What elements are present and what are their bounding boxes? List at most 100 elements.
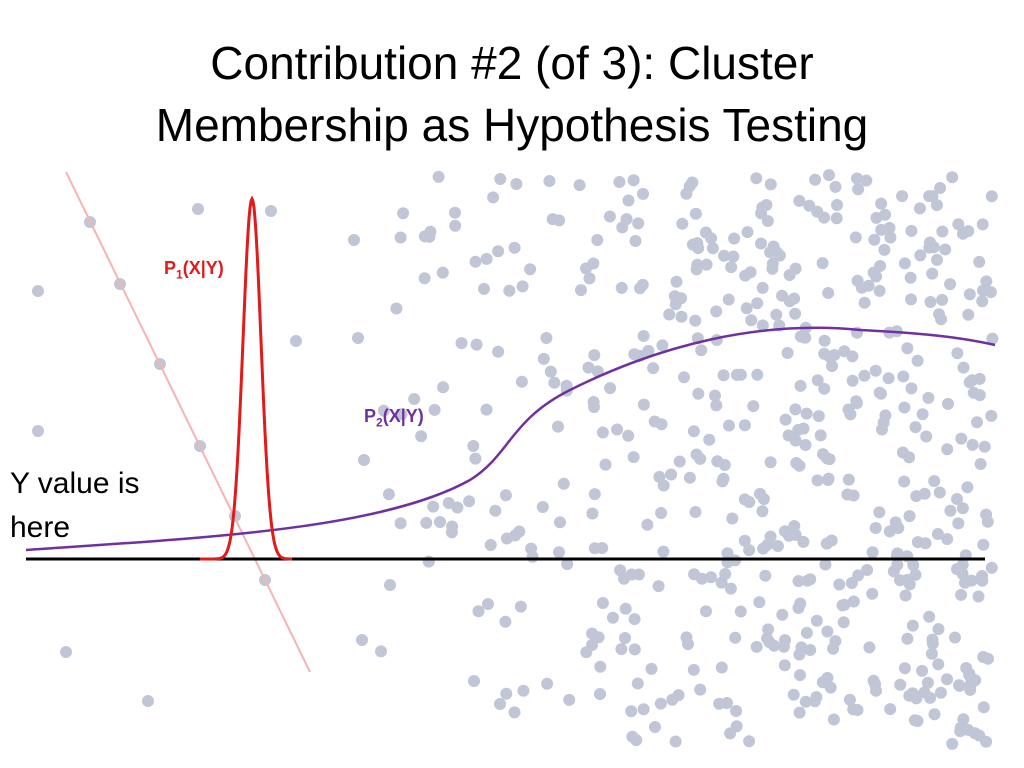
data-point: [851, 172, 863, 185]
data-point: [824, 681, 837, 694]
data-point: [799, 439, 812, 451]
data-point: [489, 504, 502, 517]
data-point: [437, 381, 450, 394]
data-point: [575, 284, 587, 297]
data-point: [394, 517, 407, 530]
data-point: [911, 354, 924, 367]
data-point: [655, 507, 668, 519]
data-point: [962, 308, 975, 321]
data-point: [823, 453, 836, 466]
data-point: [973, 729, 986, 742]
data-point: [384, 579, 396, 591]
data-point: [723, 419, 735, 432]
data-point: [985, 190, 998, 203]
data-point: [787, 688, 800, 701]
data-point: [811, 474, 824, 487]
data-point: [436, 266, 449, 279]
data-point: [923, 610, 936, 623]
data-point: [927, 241, 940, 254]
data-point: [921, 676, 934, 689]
data-point: [883, 221, 896, 234]
data-point: [985, 409, 998, 422]
data-point: [594, 688, 606, 700]
data-point: [918, 487, 931, 500]
data-point: [741, 226, 754, 239]
data-point: [980, 275, 993, 288]
data-point: [740, 302, 753, 315]
data-point: [358, 454, 370, 466]
data-point: [510, 178, 523, 190]
data-point: [652, 580, 665, 593]
data-point: [710, 399, 723, 412]
data-point: [879, 409, 892, 422]
data-point: [941, 673, 953, 686]
data-point: [573, 179, 586, 192]
data-point: [710, 305, 723, 318]
data-point: [508, 241, 521, 254]
data-point: [734, 605, 747, 618]
data-point: [825, 534, 838, 547]
data-point: [924, 296, 937, 308]
data-point: [906, 687, 919, 700]
data-point: [382, 488, 395, 501]
data-point: [377, 404, 390, 417]
data-point: [811, 205, 824, 218]
data-point: [580, 646, 593, 659]
data-point: [526, 550, 539, 563]
data-point: [770, 308, 783, 321]
data-point: [894, 678, 907, 691]
data-point: [925, 647, 938, 660]
data-point: [882, 372, 895, 385]
data-point: [422, 555, 435, 568]
data-point: [977, 538, 990, 551]
data-point: [847, 489, 860, 502]
data-point: [482, 598, 494, 610]
data-point: [666, 693, 679, 706]
data-point: [653, 470, 666, 483]
data-point: [896, 190, 909, 203]
data-point: [500, 532, 513, 545]
data-point: [852, 183, 865, 196]
data-point: [738, 493, 751, 506]
data-point: [743, 544, 756, 557]
data-point: [974, 458, 987, 470]
data-point: [789, 403, 802, 416]
data-point: [875, 197, 888, 210]
data-point: [683, 471, 696, 484]
data-point: [901, 342, 914, 355]
data-point: [596, 426, 609, 439]
data-point: [901, 632, 914, 645]
data-point: [907, 559, 920, 572]
data-point: [656, 339, 669, 352]
data-point: [727, 250, 740, 263]
data-point: [858, 369, 871, 382]
data-point: [544, 365, 557, 378]
data-point: [842, 473, 855, 486]
data-point: [941, 443, 954, 456]
data-point: [792, 575, 805, 588]
data-point: [751, 368, 764, 381]
data-point: [499, 489, 512, 502]
data-point: [928, 475, 941, 488]
data-point: [724, 727, 737, 740]
data-point: [931, 253, 943, 266]
data-point: [905, 293, 917, 306]
data-point: [627, 174, 640, 187]
data-point: [668, 290, 681, 303]
data-point: [418, 272, 431, 285]
data-point: [776, 289, 788, 302]
data-point: [472, 605, 485, 618]
data-point: [870, 684, 882, 697]
data-point: [846, 374, 859, 387]
data-point: [692, 387, 705, 400]
data-point: [818, 382, 831, 395]
data-point: [665, 468, 678, 481]
data-point: [957, 361, 970, 374]
data-point: [290, 335, 302, 347]
data-point: [622, 429, 635, 442]
data-point: [956, 227, 969, 240]
y-note-line-1: Y value is: [10, 467, 140, 500]
data-point: [192, 203, 204, 215]
data-point: [973, 389, 986, 402]
data-point: [637, 703, 650, 716]
